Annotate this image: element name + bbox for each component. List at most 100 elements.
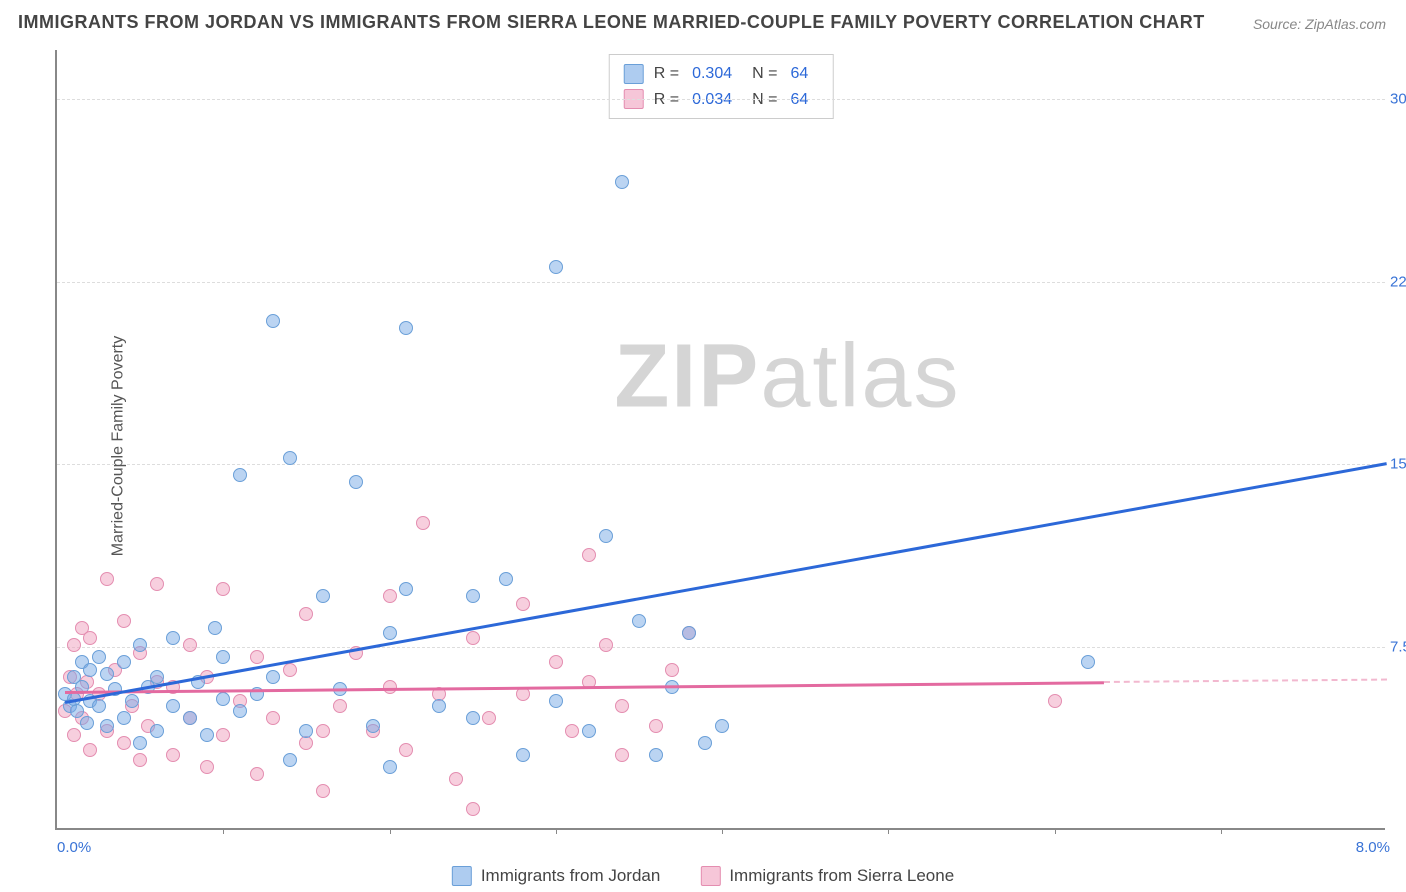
data-point (383, 760, 397, 774)
watermark: ZIPatlas (614, 325, 960, 428)
data-point (283, 451, 297, 465)
data-point (466, 589, 480, 603)
data-point (466, 802, 480, 816)
data-point (299, 736, 313, 750)
data-point (698, 736, 712, 750)
r-value: 0.304 (692, 61, 732, 87)
data-point (582, 724, 596, 738)
data-point (266, 670, 280, 684)
data-point (349, 475, 363, 489)
data-point (565, 724, 579, 738)
data-point (83, 663, 97, 677)
data-point (83, 631, 97, 645)
data-point (316, 589, 330, 603)
y-tick-label: 7.5% (1390, 639, 1406, 656)
data-point (399, 743, 413, 757)
data-point (83, 743, 97, 757)
data-point (150, 670, 164, 684)
data-point (1048, 694, 1062, 708)
legend-label: Immigrants from Jordan (481, 866, 661, 886)
data-point (200, 728, 214, 742)
y-tick-label: 22.5% (1390, 273, 1406, 290)
data-point (283, 663, 297, 677)
data-point (233, 468, 247, 482)
gridline (57, 464, 1385, 465)
data-point (549, 694, 563, 708)
n-label: N = (752, 61, 777, 87)
y-tick-label: 15.0% (1390, 456, 1406, 473)
chart-title: IMMIGRANTS FROM JORDAN VS IMMIGRANTS FRO… (18, 12, 1205, 33)
data-point (150, 577, 164, 591)
data-point (117, 614, 131, 628)
gridline (57, 282, 1385, 283)
data-point (250, 767, 264, 781)
data-point (266, 711, 280, 725)
data-point (333, 699, 347, 713)
trend-line (65, 462, 1387, 703)
data-point (216, 692, 230, 706)
data-point (366, 719, 380, 733)
data-point (582, 548, 596, 562)
stats-legend: R = 0.304 N = 64 R = 0.034 N = 64 (609, 54, 834, 119)
data-point (216, 582, 230, 596)
data-point (299, 724, 313, 738)
data-point (383, 626, 397, 640)
data-point (166, 631, 180, 645)
data-point (92, 650, 106, 664)
x-tick (1055, 828, 1056, 834)
stats-legend-row: R = 0.304 N = 64 (624, 61, 819, 87)
data-point (599, 638, 613, 652)
x-tick (722, 828, 723, 834)
data-point (100, 719, 114, 733)
data-point (233, 704, 247, 718)
data-point (183, 638, 197, 652)
data-point (615, 175, 629, 189)
legend-swatch-pink (700, 866, 720, 886)
data-point (166, 748, 180, 762)
x-axis-max-label: 8.0% (1356, 839, 1390, 856)
series-legend: Immigrants from Jordan Immigrants from S… (452, 866, 954, 886)
data-point (632, 614, 646, 628)
data-point (715, 719, 729, 733)
data-point (316, 724, 330, 738)
data-point (1081, 655, 1095, 669)
data-point (283, 753, 297, 767)
data-point (183, 711, 197, 725)
data-point (549, 260, 563, 274)
data-point (133, 753, 147, 767)
data-point (80, 716, 94, 730)
data-point (67, 638, 81, 652)
data-point (150, 724, 164, 738)
data-point (216, 650, 230, 664)
data-point (266, 314, 280, 328)
data-point (117, 655, 131, 669)
data-point (100, 667, 114, 681)
y-tick-label: 30.0% (1390, 90, 1406, 107)
data-point (299, 607, 313, 621)
x-tick (1221, 828, 1222, 834)
legend-item: Immigrants from Jordan (452, 866, 661, 886)
data-point (615, 699, 629, 713)
x-tick (390, 828, 391, 834)
r-label: R = (654, 61, 679, 87)
data-point (482, 711, 496, 725)
data-point (166, 699, 180, 713)
data-point (516, 597, 530, 611)
data-point (133, 638, 147, 652)
data-point (383, 589, 397, 603)
data-point (549, 655, 563, 669)
data-point (665, 663, 679, 677)
source-citation: Source: ZipAtlas.com (1253, 16, 1386, 32)
watermark-light: atlas (760, 326, 960, 426)
data-point (449, 772, 463, 786)
data-point (208, 621, 222, 635)
gridline (57, 99, 1385, 100)
legend-swatch-blue (624, 64, 644, 84)
data-point (100, 572, 114, 586)
data-point (649, 719, 663, 733)
data-point (682, 626, 696, 640)
legend-swatch-blue (452, 866, 472, 886)
data-point (133, 736, 147, 750)
data-point (67, 728, 81, 742)
watermark-bold: ZIP (614, 326, 760, 426)
